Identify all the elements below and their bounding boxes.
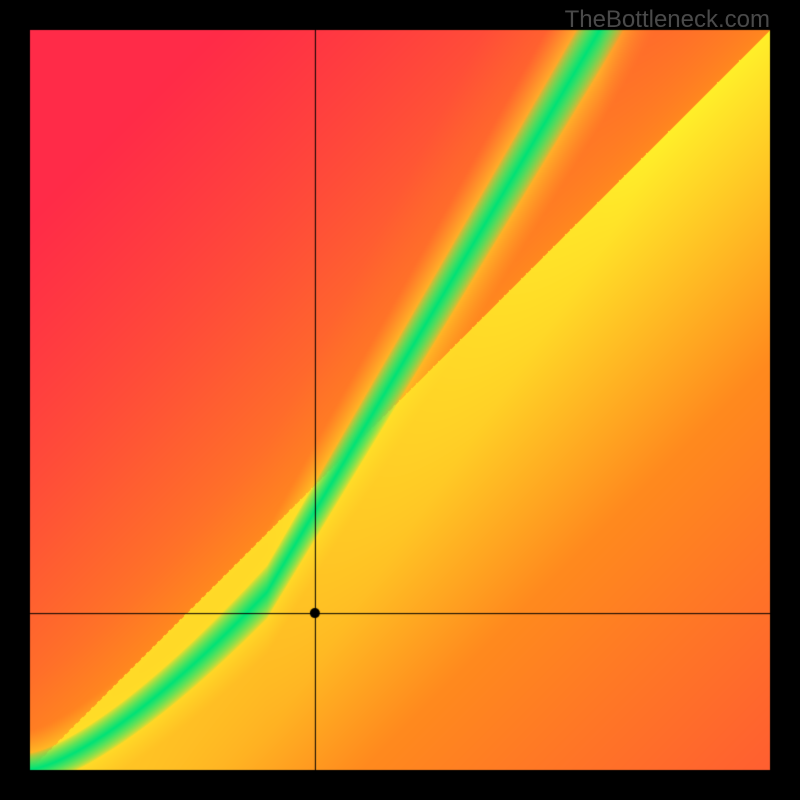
watermark-label: TheBottleneck.com	[565, 6, 770, 34]
chart-container: TheBottleneck.com	[0, 0, 800, 800]
heatmap-canvas	[0, 0, 800, 800]
